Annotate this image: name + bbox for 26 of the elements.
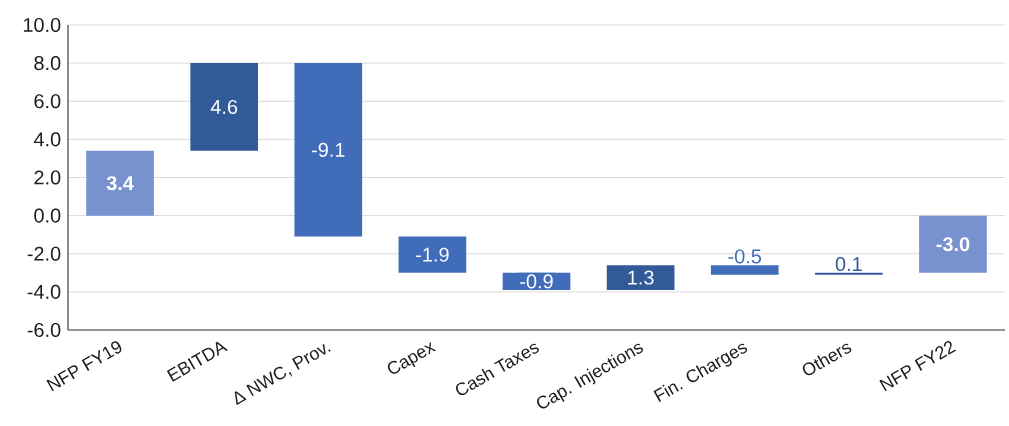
data-label: -9.1	[312, 142, 345, 157]
y-tick-label: -2.0	[27, 246, 61, 261]
y-tick-label: 2.0	[34, 170, 61, 185]
data-label: 3.4	[106, 176, 134, 191]
y-tick-label: 6.0	[34, 94, 61, 109]
x-tick-label: NFP FY19	[46, 341, 122, 392]
y-tick-label: 4.0	[33, 132, 61, 147]
y-tick-label: -6.0	[27, 322, 61, 338]
x-tick-label: Δ NWC, Prov.	[234, 343, 331, 406]
data-label: 0.1	[835, 257, 862, 272]
bar	[294, 63, 363, 237]
data-label: 4.6	[210, 99, 238, 115]
data-label: -0.9	[520, 274, 553, 289]
y-tick-label: 8.0	[34, 56, 61, 71]
y-tick-label: 10.0	[23, 17, 61, 33]
x-tick-label: NFP FY22	[879, 341, 956, 392]
x-tick-label: Cash Taxes	[455, 343, 539, 396]
bar	[710, 265, 779, 275]
data-label: -0.5	[728, 249, 762, 264]
y-tick-label: -4.0	[27, 284, 61, 299]
y-tick-label: 0.0	[34, 208, 61, 223]
bar	[86, 150, 154, 216]
bar	[190, 63, 258, 151]
data-label: 1.3	[628, 270, 654, 285]
data-label: -3.0	[936, 237, 970, 252]
data-label: -1.9	[416, 247, 449, 262]
